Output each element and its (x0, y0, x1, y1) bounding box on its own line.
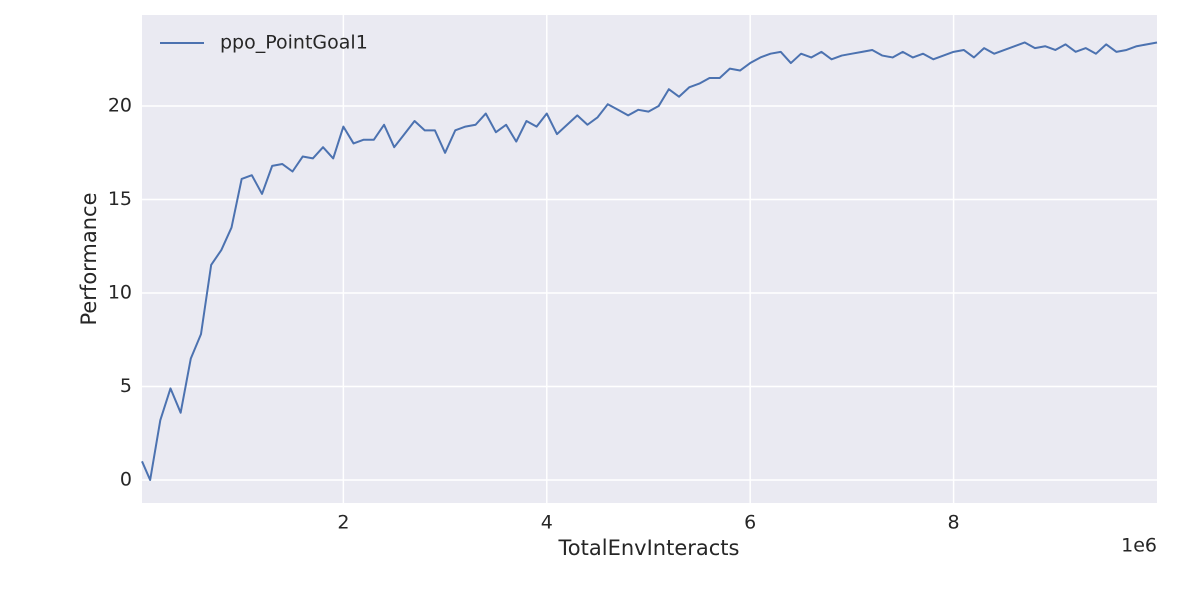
x-axis-label: TotalEnvInteracts (558, 536, 740, 560)
plot-area (142, 15, 1157, 503)
x-tick-label: 6 (744, 512, 756, 534)
y-tick-label: 10 (108, 282, 132, 304)
y-axis-label: Performance (77, 192, 101, 325)
x-tick-label: 8 (948, 512, 960, 534)
y-tick-label: 15 (108, 188, 132, 210)
y-tick-label: 20 (108, 95, 132, 117)
y-tick-label: 0 (120, 469, 132, 491)
x-tick-label: 2 (337, 512, 349, 534)
data-line (141, 41, 1158, 481)
y-tick-label: 5 (120, 375, 132, 397)
x-tick-label: 4 (541, 512, 553, 534)
x-offset-label: 1e6 (1121, 535, 1157, 557)
legend-label: ppo_PointGoal1 (220, 32, 368, 54)
